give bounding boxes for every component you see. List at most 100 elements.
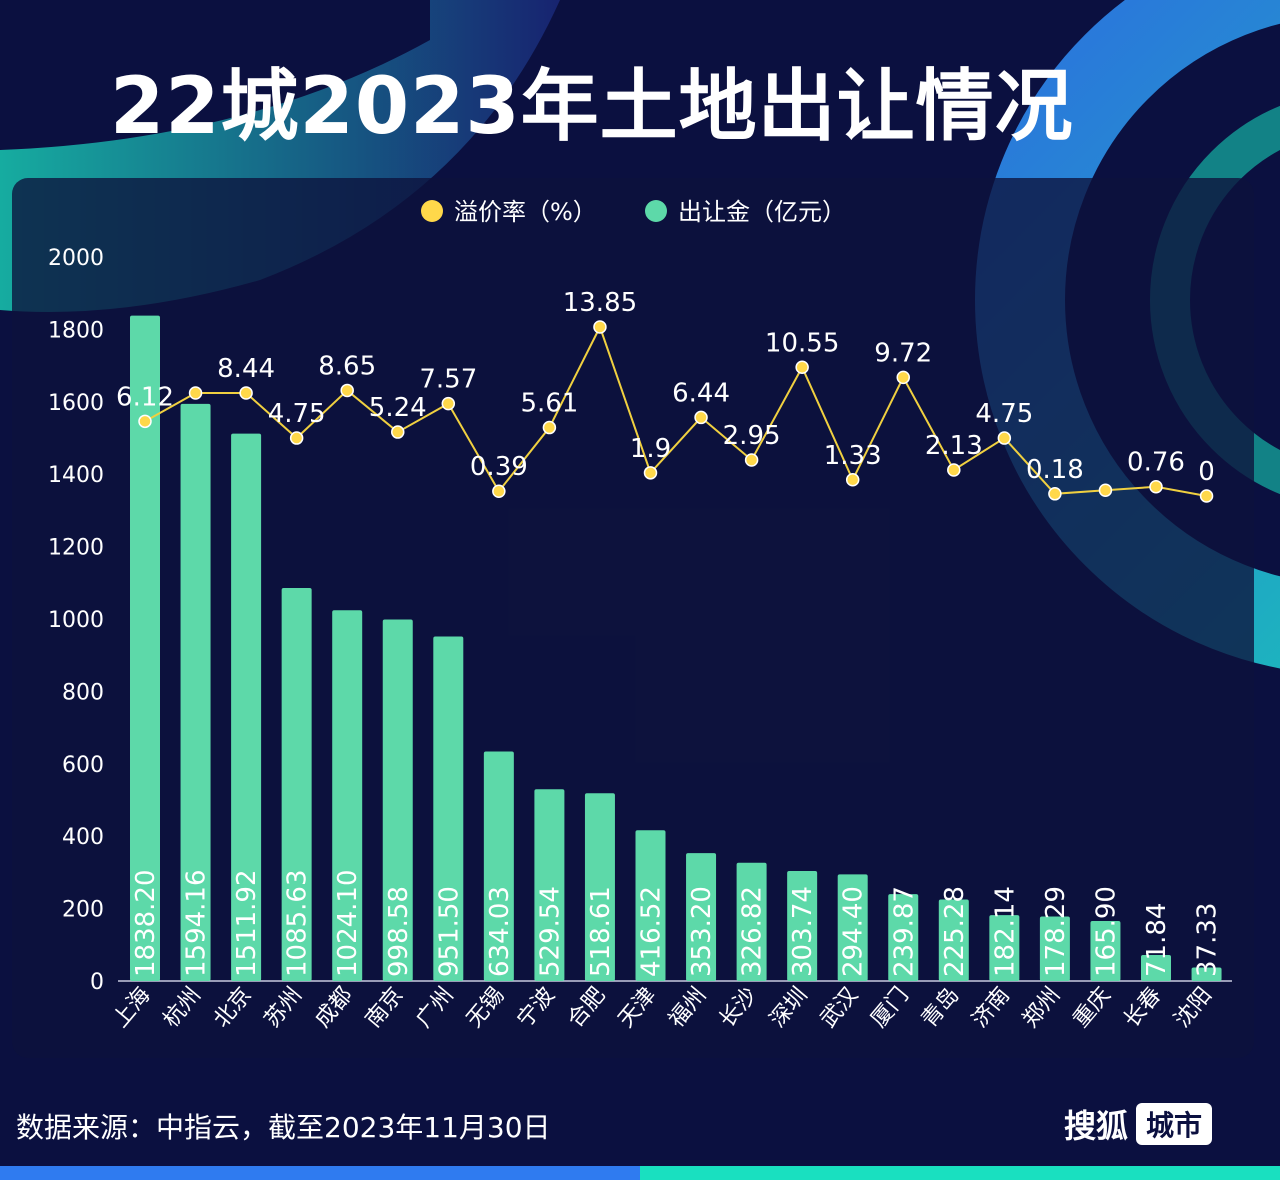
bar-value-label: 634.03 xyxy=(485,886,515,977)
bar xyxy=(180,403,211,982)
x-tick-label: 南京 xyxy=(361,983,408,1033)
premium-rate-point xyxy=(896,370,910,385)
y-tick-label: 600 xyxy=(62,753,104,778)
premium-rate-label: 0.76 xyxy=(1127,448,1185,478)
bar-value-label: 303.74 xyxy=(788,886,818,977)
x-tick-label: 深圳 xyxy=(765,983,812,1033)
premium-rate-point xyxy=(1098,483,1113,498)
premium-rate-point xyxy=(138,414,152,429)
bar xyxy=(938,899,969,981)
bar xyxy=(635,830,666,981)
premium-rate-label: 2.13 xyxy=(925,431,983,461)
premium-rate-label: 6.44 xyxy=(672,378,730,408)
bar-value-label: 239.87 xyxy=(889,886,919,977)
premium-rate-label: 1.9 xyxy=(630,434,671,464)
premium-rate-label: 2.95 xyxy=(723,421,781,451)
premium-rate-point xyxy=(643,466,658,480)
x-tick-label: 广州 xyxy=(411,983,458,1033)
y-tick-label: 1000 xyxy=(48,608,104,633)
bar xyxy=(989,915,1020,981)
premium-rate-label: 13.85 xyxy=(563,288,637,318)
bar xyxy=(686,853,717,981)
bar xyxy=(130,315,160,981)
premium-rate-label: 4.75 xyxy=(975,399,1033,429)
x-tick-label: 天津 xyxy=(614,983,661,1033)
x-tick-label: 武汉 xyxy=(816,983,863,1033)
brand-name: 搜狐 xyxy=(1064,1107,1129,1145)
bar xyxy=(382,619,413,981)
bar xyxy=(433,636,464,981)
premium-rate-point xyxy=(340,383,354,398)
x-tick-label: 沈阳 xyxy=(1170,983,1217,1033)
premium-rate-label: 9.72 xyxy=(874,338,932,368)
brand-tag: 城市 xyxy=(1136,1103,1213,1145)
premium-rate-point xyxy=(391,425,405,439)
x-tick-label: 福州 xyxy=(664,983,711,1033)
x-tick-label: 重庆 xyxy=(1069,983,1116,1033)
bar-value-label: 1085.63 xyxy=(283,869,313,977)
x-tick-label: 成都 xyxy=(310,983,357,1033)
bar-value-label: 416.52 xyxy=(637,886,667,977)
bar-value-label: 1594.16 xyxy=(182,869,212,977)
premium-rate-point xyxy=(593,320,607,334)
bar xyxy=(1191,967,1222,981)
data-source-note: 数据来源：中指云，截至2023年11月30日 xyxy=(16,1111,551,1144)
bar xyxy=(332,610,363,981)
y-tick-label: 1800 xyxy=(48,318,104,343)
premium-rate-label: 7.57 xyxy=(419,365,477,395)
y-tick-label: 1200 xyxy=(48,536,104,561)
y-tick-label: 0 xyxy=(90,970,104,995)
premium-rate-point xyxy=(1199,489,1214,503)
premium-rate-point xyxy=(947,463,961,477)
y-tick-label: 2000 xyxy=(48,246,104,271)
y-tick-label: 1600 xyxy=(48,391,104,416)
bar xyxy=(1090,920,1121,981)
bar xyxy=(1039,916,1070,981)
bar-value-label: 998.58 xyxy=(384,886,414,977)
y-tick-label: 400 xyxy=(62,825,104,850)
bar-value-label: 37.33 xyxy=(1193,903,1223,977)
x-tick-label: 厦门 xyxy=(866,983,913,1033)
chart-panel xyxy=(12,178,1254,1058)
premium-rate-point xyxy=(492,484,506,498)
bar-value-label: 951.50 xyxy=(434,886,464,977)
bar xyxy=(483,751,514,981)
premium-rate-label: 8.65 xyxy=(318,351,376,381)
x-tick-label: 长沙 xyxy=(715,983,762,1033)
x-tick-label: 合肥 xyxy=(563,983,610,1033)
premium-rate-label: 4.75 xyxy=(268,399,326,429)
premium-rate-point xyxy=(289,431,304,445)
premium-rate-point xyxy=(1149,479,1163,494)
x-tick-label: 北京 xyxy=(209,983,256,1033)
bar xyxy=(281,588,312,981)
premium-rate-label: 5.61 xyxy=(520,389,578,419)
legend-marker xyxy=(421,200,443,222)
bar xyxy=(534,789,565,981)
premium-rate-label: 0.39 xyxy=(470,452,528,482)
bottom-bar-blue xyxy=(0,1166,640,1180)
page-title: 22城2023年土地出让情况 xyxy=(110,62,1074,152)
bar-value-label: 165.90 xyxy=(1091,886,1121,977)
bar xyxy=(736,862,767,981)
bar-value-label: 182.14 xyxy=(990,886,1020,977)
premium-rate-point xyxy=(1048,487,1062,501)
premium-rate-label: 1.33 xyxy=(824,441,882,471)
bar xyxy=(1141,954,1171,981)
x-tick-label: 杭州 xyxy=(159,983,206,1033)
bar xyxy=(837,874,868,981)
premium-rate-label: 10.55 xyxy=(765,328,839,358)
premium-rate-point xyxy=(795,360,809,375)
y-tick-label: 1400 xyxy=(48,463,104,488)
bar xyxy=(787,871,818,981)
x-tick-label: 宁波 xyxy=(513,983,560,1033)
premium-rate-point xyxy=(845,473,860,487)
y-tick-label: 200 xyxy=(62,898,104,923)
bar-value-label: 294.40 xyxy=(839,886,869,977)
x-tick-label: 长春 xyxy=(1119,983,1166,1033)
legend-marker xyxy=(645,200,667,222)
legend-label: 溢价率（%） xyxy=(454,198,597,226)
premium-rate-point xyxy=(239,386,253,400)
premium-rate-label: 0 xyxy=(1198,457,1215,487)
x-tick-label: 苏州 xyxy=(260,983,307,1033)
